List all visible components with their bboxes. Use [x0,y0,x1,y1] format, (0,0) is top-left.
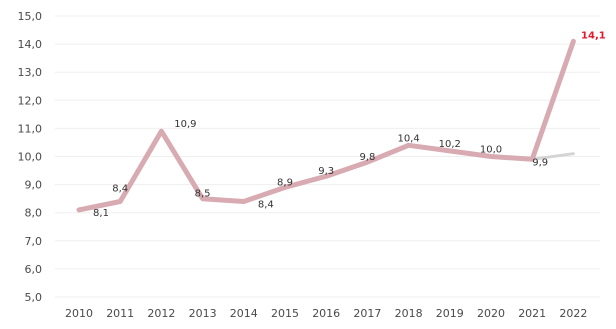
y-tick-label: 11,0 [18,122,43,135]
y-tick-label: 14,0 [18,38,43,51]
x-tick-label: 2013 [189,307,217,320]
y-tick-label: 10,0 [18,151,43,164]
data-point [407,143,411,147]
data-label: 9,9 [532,157,548,168]
x-tick-label: 2010 [65,307,93,320]
x-tick-label: 2014 [230,307,258,320]
y-tick-label: 6,0 [25,263,43,276]
data-label: 8,9 [277,177,293,188]
y-tick-label: 9,0 [25,179,43,192]
data-label: 14,1 [581,30,606,41]
y-tick-label: 12,0 [18,94,43,107]
data-labels: 8,18,410,98,58,48,99,39,810,410,210,09,9… [93,30,606,219]
data-label: 10,4 [397,133,419,144]
x-tick-label: 2017 [353,307,381,320]
x-tick-label: 2015 [271,307,299,320]
data-point [77,208,81,212]
data-point [159,129,163,133]
data-point [448,149,452,153]
data-point [283,185,287,189]
data-point [365,160,369,164]
data-point [530,157,534,161]
x-tick-label: 2016 [312,307,340,320]
x-tick-label: 2020 [477,307,505,320]
data-label: 10,0 [480,145,502,156]
x-tick-label: 2012 [147,307,175,320]
data-point [324,174,328,178]
data-label: 9,3 [318,166,334,177]
data-point [489,155,493,158]
data-point [118,199,122,203]
x-tick-label: 2019 [436,307,464,320]
data-label: 8,4 [112,183,128,194]
y-axis-ticks: 5,0 6,0 7,0 8,0 9,0 10,0 11,0 12,0 13,0 14,0 15,0 [18,10,43,304]
y-tick-label: 5,0 [25,291,43,304]
x-tick-label: 2018 [395,307,423,320]
x-axis-ticks: 2010 2011 2012 2013 2014 2015 2016 2017 2018 2019… [65,307,587,320]
data-point [571,39,575,43]
x-tick-label: 2011 [106,307,134,320]
data-point [201,197,205,201]
y-tick-label: 13,0 [18,66,43,79]
x-tick-label: 2021 [518,307,546,320]
series-line-trend [530,152,575,161]
y-tick-label: 7,0 [25,235,43,248]
x-tick-label: 2022 [559,307,587,320]
data-label: 8,4 [258,199,274,210]
data-label: 9,8 [359,152,375,163]
data-points [77,39,575,212]
data-label: 8,5 [195,189,211,200]
y-tick-label: 8,0 [25,207,43,220]
data-point [242,199,246,203]
y-tick-label: 15,0 [18,10,43,23]
data-label: 10,2 [439,139,461,150]
data-label: 8,1 [93,208,109,219]
data-label: 10,9 [174,119,196,130]
